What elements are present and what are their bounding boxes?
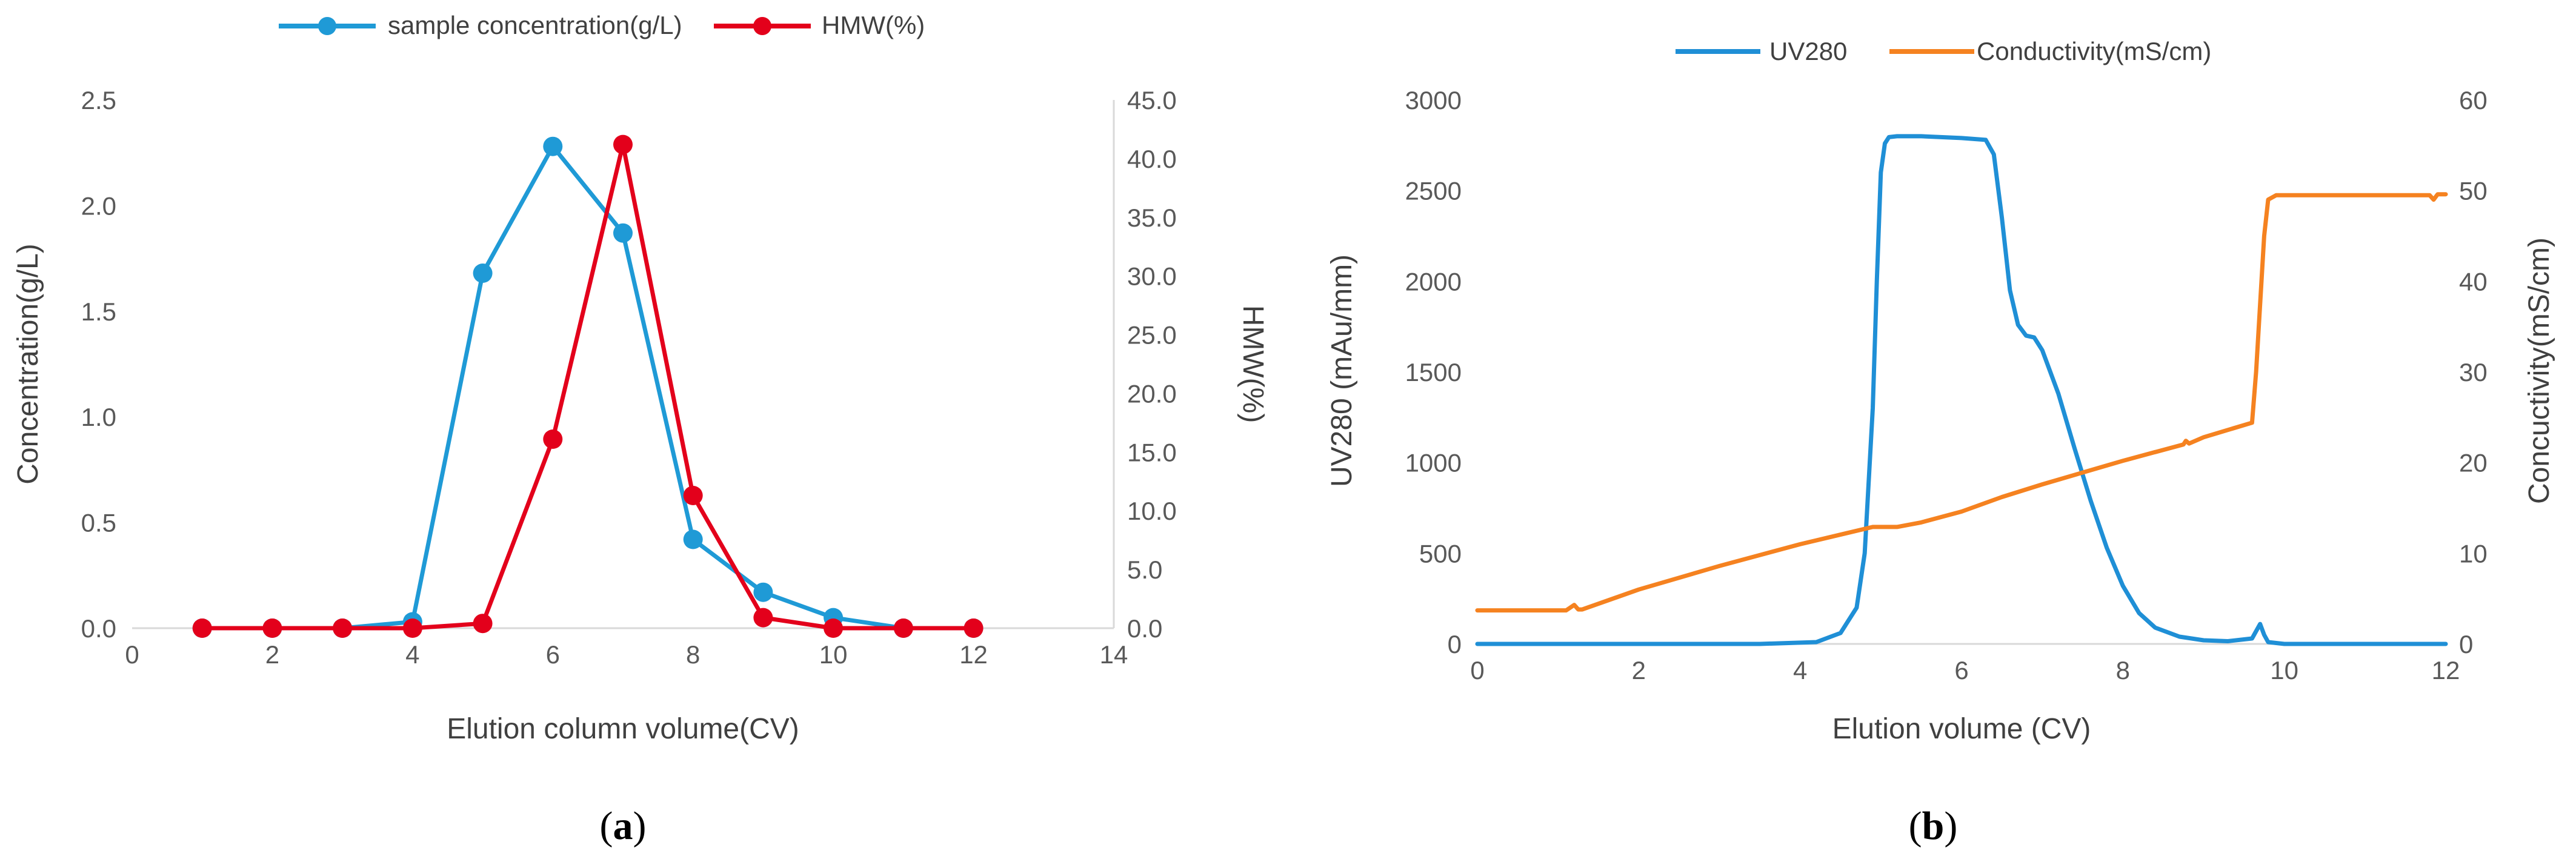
chart-b-y2-tick-label-4: 40 [2459, 267, 2488, 296]
chart-a-x-tick-label-6: 12 [959, 640, 988, 669]
chart-a-y-axis-title: Concentration(g/L) [12, 244, 44, 485]
chart-a-y2-tick-label-9: 45.0 [1127, 86, 1177, 114]
chart-a-x-axis-title: Elution column volume(CV) [447, 713, 799, 745]
chart-a-y-tick-label-2: 1.0 [81, 403, 116, 431]
chart-b-y-tick-label-1: 500 [1419, 539, 1462, 568]
chart-a-panel-letter: a [613, 804, 633, 848]
chart-a-y2-tick-labels: 0.0 5.0 10.0 15.0 20.0 25.0 30.0 35.0 40.0 45.0 [1127, 86, 1177, 643]
chart-a-y-tick-label-1: 0.5 [81, 509, 116, 537]
chart-a-series-line-sample-concentration-g-l [200, 144, 976, 631]
chart-b-y2-tick-label-5: 50 [2459, 177, 2488, 205]
chart-b-x-tick-label-5: 10 [2270, 656, 2298, 685]
chart-a-y-tick-label-5: 2.5 [81, 86, 116, 114]
chart-a-legend: sample concentration(g/L) HMW(%) [279, 11, 925, 39]
chart-a-legend-label-hmw: HMW(%) [822, 11, 925, 39]
chart-b-y2-tick-label-0: 0 [2459, 630, 2473, 658]
chart-a-legend-marker-concentration [318, 17, 336, 35]
chart-a-y2-tick-label-7: 35.0 [1127, 204, 1177, 232]
chart-b-y2-tick-label-3: 30 [2459, 358, 2488, 386]
chart-a-point-hmw-4 [473, 614, 493, 634]
chart-a-point-hmw-6 [613, 134, 633, 154]
chart-a-y2-tick-label-4: 20.0 [1127, 379, 1177, 408]
chart-a-x-tick-label-5: 10 [819, 640, 848, 669]
chart-a-point-sample-concentration-g-l-8 [753, 582, 773, 602]
chart-b-plot-area [1475, 134, 2448, 646]
chart-b-y-tick-label-4: 2000 [1405, 267, 1462, 296]
chart-a-y-tick-label-3: 1.5 [81, 297, 116, 326]
chart-a-point-sample-concentration-g-l-4 [473, 264, 493, 283]
chart-a-y2-axis-title: HMW(%) [1237, 305, 1269, 423]
chart-a-point-hmw-2 [333, 618, 353, 638]
chart-b-x-axis-title: Elution volume (CV) [1832, 713, 2091, 745]
chart-b-y2-tick-label-6: 60 [2459, 86, 2488, 114]
chart-a-y2-tick-label-6: 30.0 [1127, 262, 1177, 291]
chart-b-y2-tick-label-2: 20 [2459, 449, 2488, 477]
chart-a: sample concentration(g/L) HMW(%) 0 2 4 6 8 10… [12, 11, 1269, 848]
chart-b-series-line-conductivity-ms-cm [1475, 192, 2448, 613]
chart-b-y-tick-label-3: 1500 [1405, 358, 1462, 386]
chart-a-point-hmw-9 [824, 618, 844, 638]
chart-a-point-hmw-0 [192, 618, 212, 638]
chart-a-y-tick-labels: 0.0 0.5 1.0 1.5 2.0 2.5 [81, 86, 116, 643]
chart-a-point-hmw-8 [753, 608, 773, 628]
chart-a-point-hmw-11 [964, 618, 983, 638]
chart-a-point-sample-concentration-g-l-6 [613, 223, 633, 243]
chart-b-series-line-uv280 [1475, 134, 2448, 646]
chart-b-x-tick-label-6: 12 [2432, 656, 2460, 685]
chart-b-panel-label: (b) [1909, 804, 1958, 848]
chart-a-x-tick-label-0: 0 [125, 640, 139, 669]
chart-b-y-tick-label-0: 0 [1448, 630, 1462, 658]
chart-b-x-tick-label-2: 4 [1793, 656, 1807, 685]
chart-b-y-tick-labels: 0 500 1000 1500 2000 2500 3000 [1405, 86, 1462, 658]
chart-a-point-sample-concentration-g-l-7 [683, 529, 703, 549]
chart-a-x-tick-label-7: 14 [1100, 640, 1128, 669]
chart-b-legend-label-conductivity: Conductivity(mS/cm) [1977, 37, 2211, 65]
chart-b-x-tick-labels: 0 2 4 6 8 10 12 [1470, 656, 2460, 685]
chart-a-legend-marker-hmw [753, 17, 771, 35]
chart-b-panel-letter: b [1922, 804, 1945, 848]
chart-a-x-tick-label-4: 8 [686, 640, 700, 669]
chart-b-y-tick-label-2: 1000 [1405, 449, 1462, 477]
chart-a-y2-tick-label-5: 25.0 [1127, 321, 1177, 350]
chart-a-y2-tick-label-2: 10.0 [1127, 497, 1177, 525]
chart-b-legend: UV280 Conductivity(mS/cm) [1676, 37, 2211, 65]
chart-a-legend-label-concentration: sample concentration(g/L) [388, 11, 682, 39]
chart-a-y2-tick-label-8: 40.0 [1127, 145, 1177, 173]
chart-a-y-tick-label-4: 2.0 [81, 191, 116, 220]
chart-b-y2-axis-title: Concuctivity(mS/cm) [2523, 237, 2555, 504]
chart-a-point-sample-concentration-g-l-5 [543, 136, 563, 156]
chart-a-x-tick-labels: 0 2 4 6 8 10 12 14 [125, 640, 1128, 669]
chart-b-y2-tick-labels: 0 10 20 30 40 50 60 [2459, 86, 2488, 658]
chart-a-x-tick-label-3: 6 [546, 640, 560, 669]
chart-a-y2-tick-label-0: 0.0 [1127, 614, 1162, 643]
chart-a-point-hmw-7 [683, 486, 703, 505]
chart-b-x-tick-label-0: 0 [1470, 656, 1484, 685]
chart-a-point-hmw-3 [402, 618, 422, 638]
chart-b-legend-label-uv280: UV280 [1769, 37, 1847, 65]
chart-b: UV280 Conductivity(mS/cm) 0 2 4 6 8 10 12 0500… [1326, 37, 2555, 848]
chart-a-panel-label: (a) [600, 804, 647, 848]
chart-a-point-hmw-1 [262, 618, 282, 638]
chart-a-y2-tick-label-3: 15.0 [1127, 438, 1177, 466]
chart-a-x-tick-label-2: 4 [405, 640, 419, 669]
chart-b-x-tick-label-3: 6 [1954, 656, 1968, 685]
chart-a-y-tick-label-0: 0.0 [81, 614, 116, 643]
chart-a-point-hmw-10 [893, 618, 913, 638]
chart-b-y-axis-title: UV280 (mAu/mm) [1326, 254, 1358, 487]
chart-b-x-tick-label-1: 2 [1632, 656, 1646, 685]
chart-b-y-tick-label-5: 2500 [1405, 177, 1462, 205]
chart-a-y2-tick-label-1: 5.0 [1127, 555, 1162, 584]
chart-a-point-hmw-5 [543, 429, 563, 449]
chart-a-x-tick-label-1: 2 [265, 640, 279, 669]
chart-b-y-tick-label-6: 3000 [1405, 86, 1462, 114]
chart-a-plot-area [192, 134, 983, 638]
chart-a-series-line-hmw [200, 142, 976, 631]
chart-b-y2-tick-label-1: 10 [2459, 539, 2488, 568]
chart-b-x-tick-label-4: 8 [2116, 656, 2130, 685]
